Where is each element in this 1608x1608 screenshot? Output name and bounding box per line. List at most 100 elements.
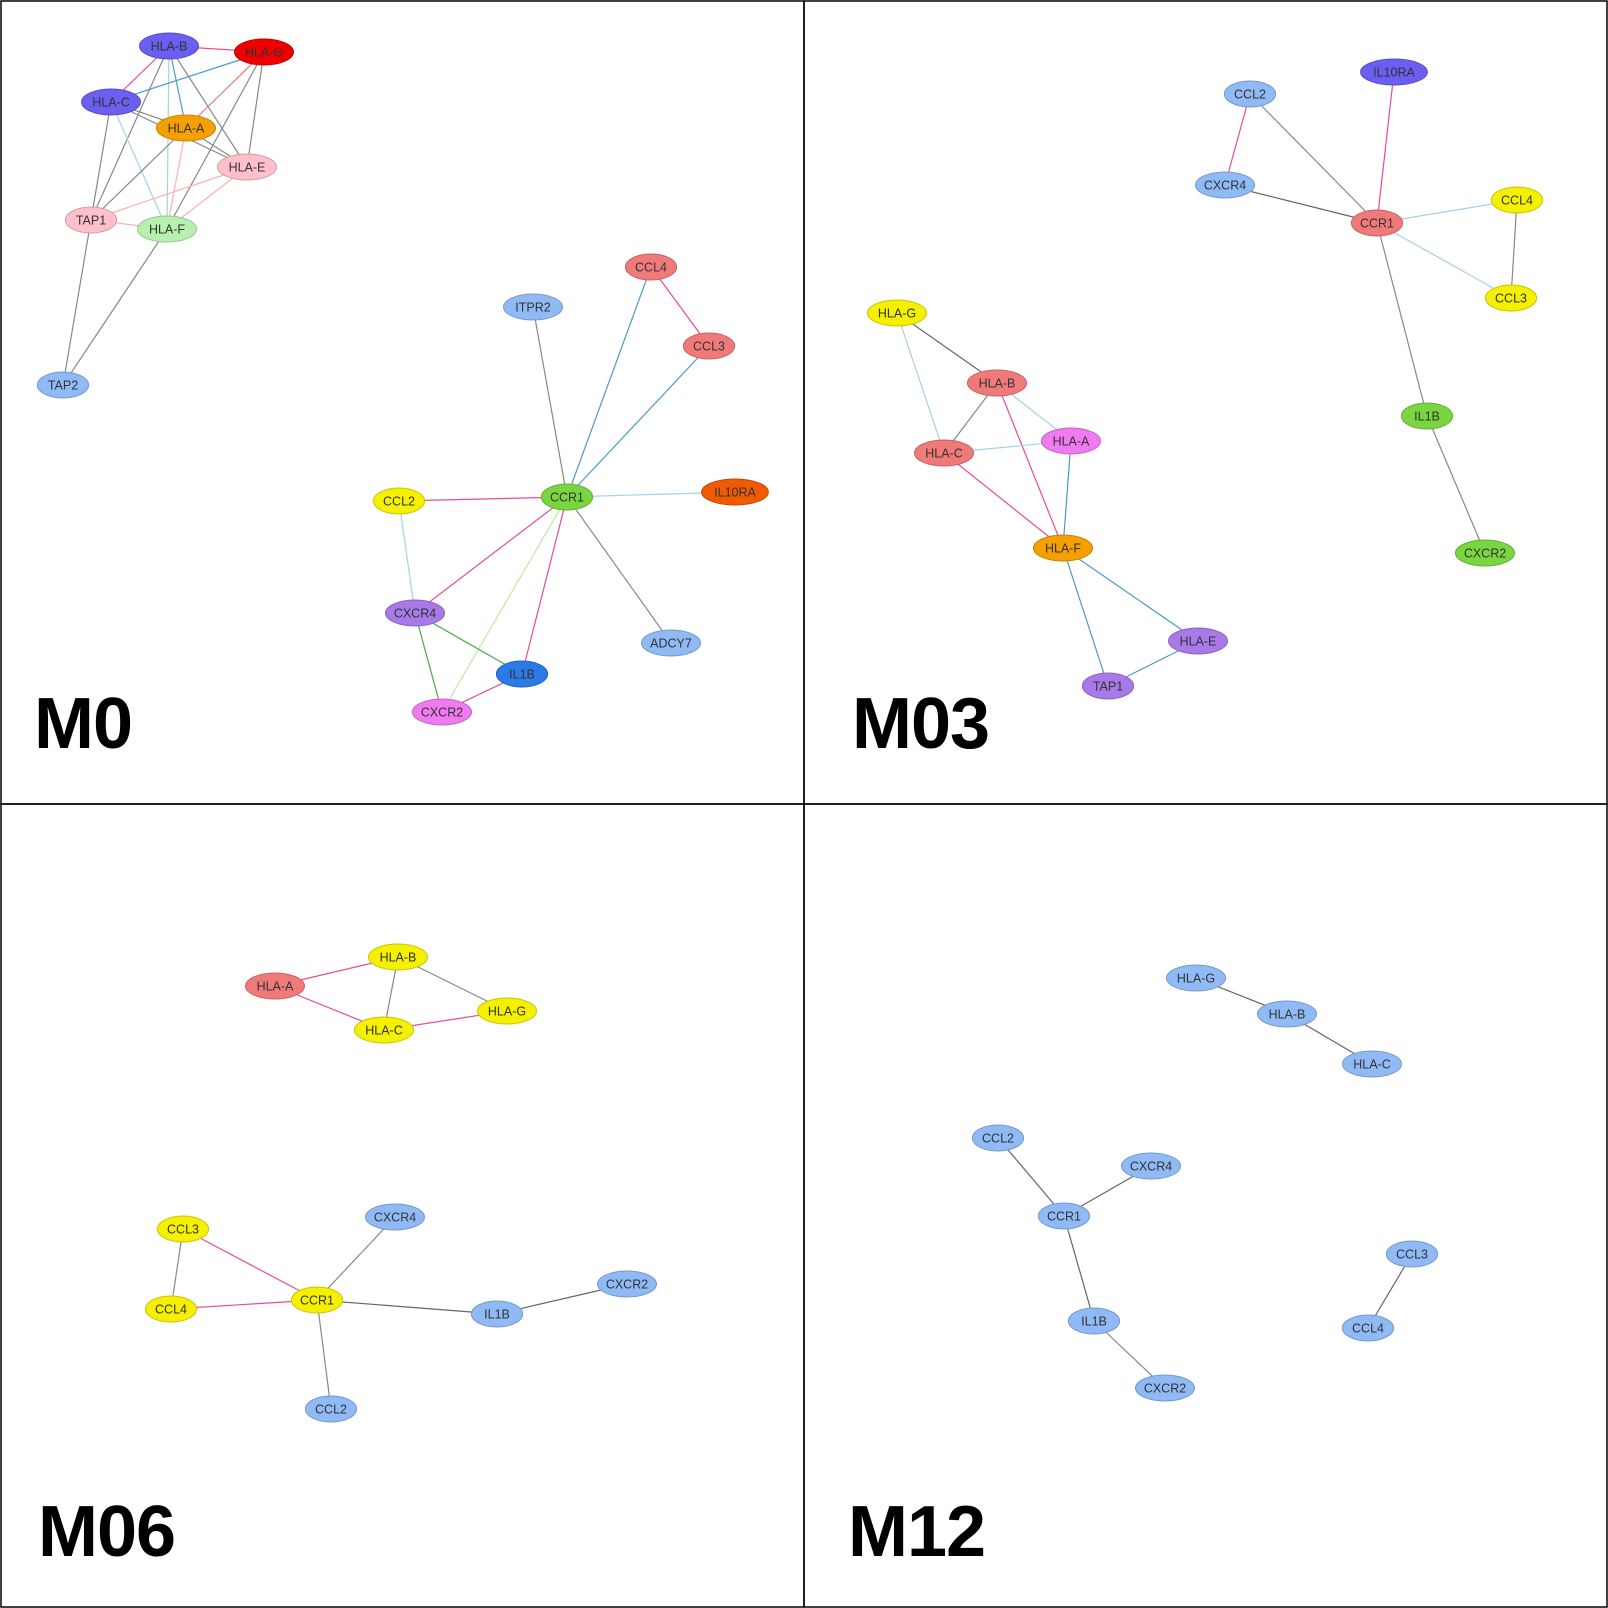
node-hla-g: HLA-G xyxy=(1166,964,1226,992)
edge-ccr1-ccl2 xyxy=(398,496,568,502)
node-hla-c: HLA-C xyxy=(81,88,141,116)
node-hla-c: HLA-C xyxy=(354,1016,414,1044)
node-cxcr2: CXCR2 xyxy=(597,1270,657,1298)
node-label: CCL2 xyxy=(383,495,415,509)
node-label: CCL2 xyxy=(1234,88,1266,102)
node-cxcr4: CXCR4 xyxy=(385,599,445,627)
node-il1b: IL1B xyxy=(470,1300,524,1328)
node-ccl2: CCL2 xyxy=(304,1395,358,1423)
node-hla-b: HLA-B xyxy=(967,369,1027,397)
node-shape xyxy=(217,153,277,181)
node-hla-b: HLA-B xyxy=(368,943,428,971)
node-label: CCR1 xyxy=(300,1294,334,1308)
node-shape xyxy=(1195,171,1255,199)
node-shape xyxy=(156,114,216,142)
node-label: IL1B xyxy=(484,1308,510,1322)
node-shape xyxy=(624,253,678,281)
node-shape xyxy=(245,972,305,1000)
node-hla-f: HLA-F xyxy=(1033,534,1093,562)
node-shape xyxy=(1168,627,1228,655)
node-label: HLA-F xyxy=(1045,542,1081,556)
edge-ccr1-ccl3 xyxy=(566,345,710,498)
node-adcy7: ADCY7 xyxy=(641,629,701,657)
node-label: CXCR2 xyxy=(606,1278,648,1292)
node-label: TAP1 xyxy=(1093,680,1123,694)
edge-ccr1-il1b xyxy=(521,496,568,675)
node-label: HLA-C xyxy=(92,96,130,110)
node-shape xyxy=(156,1215,210,1243)
node-label: TAP1 xyxy=(76,214,106,228)
node-label: CCL4 xyxy=(1501,194,1533,208)
node-hla-c: HLA-C xyxy=(1342,1050,1402,1078)
node-label: CXCR2 xyxy=(1464,547,1506,561)
node-label: HLA-E xyxy=(229,161,266,175)
node-shape xyxy=(372,487,426,515)
node-label: CCL4 xyxy=(1352,1322,1384,1336)
node-label: CCR1 xyxy=(1360,217,1394,231)
node-shape xyxy=(354,1016,414,1044)
node-shape xyxy=(290,1286,344,1314)
edge-hla-b-tap1 xyxy=(90,45,170,221)
edge-hla-c-hla-f xyxy=(943,452,1064,549)
node-shape xyxy=(701,478,769,506)
edge-ccr1-adcy7 xyxy=(566,496,672,644)
node-ccr1: CCR1 xyxy=(290,1286,344,1314)
node-shape xyxy=(597,1270,657,1298)
node-ccr1: CCR1 xyxy=(540,483,594,511)
node-ccl2: CCL2 xyxy=(971,1124,1025,1152)
panel-title: M03 xyxy=(852,684,989,764)
node-cxcr4: CXCR4 xyxy=(1121,1152,1181,1180)
node-shape xyxy=(1041,427,1101,455)
node-layer: HLA-B HLA-G HLA-C HLA-A HLA-E TAP1 HLA-F TAP2 CC… xyxy=(36,32,769,726)
node-shape xyxy=(144,1295,198,1323)
node-hla-g: HLA-G xyxy=(867,299,927,327)
edge-hla-g-hla-b xyxy=(896,312,998,384)
node-shape xyxy=(1350,209,1404,237)
node-il10ra: IL10RA xyxy=(701,478,769,506)
panel-m06: HLA-B HLA-A HLA-G HLA-C CXCR4 CCL3 CXCR2 CCR1 CC… xyxy=(0,803,805,1608)
node-label: IL1B xyxy=(509,668,535,682)
node-label: CCL2 xyxy=(315,1403,347,1417)
node-label: HLA-E xyxy=(1180,635,1217,649)
node-hla-f: HLA-F xyxy=(137,215,197,243)
edge-ccr1-il1b xyxy=(316,1299,498,1315)
edge-hla-f-hla-e xyxy=(1062,547,1199,642)
node-label: CCL4 xyxy=(635,261,667,275)
node-hla-c: HLA-C xyxy=(914,439,974,467)
node-label: IL1B xyxy=(1414,410,1440,424)
node-ccl4: CCL4 xyxy=(1490,186,1544,214)
node-shape xyxy=(914,439,974,467)
edge-hla-a-tap1 xyxy=(90,127,187,221)
edge-ccr1-itpr2 xyxy=(532,306,568,498)
edge-ccr1-il10ra xyxy=(1376,71,1395,224)
node-shape xyxy=(1341,1314,1395,1342)
node-itpr2: ITPR2 xyxy=(503,293,563,321)
node-label: HLA-B xyxy=(979,377,1016,391)
node-ccr1: CCR1 xyxy=(1350,209,1404,237)
node-shape xyxy=(1385,1240,1439,1268)
edge-hla-e-tap1 xyxy=(90,166,248,221)
node-label: CXCR4 xyxy=(394,607,436,621)
node-shape xyxy=(540,483,594,511)
node-hla-a: HLA-A xyxy=(245,972,305,1000)
node-label: HLA-G xyxy=(245,46,283,60)
edge-ccr1-ccl2 xyxy=(1249,93,1378,224)
edge-ccr1-cxcr4 xyxy=(414,496,568,614)
node-tap1: TAP1 xyxy=(64,206,118,234)
node-label: CCL3 xyxy=(693,340,725,354)
node-shape xyxy=(682,332,736,360)
edge-ccr1-il1b xyxy=(1063,1215,1095,1322)
node-label: CCR1 xyxy=(1047,1210,1081,1224)
edge-ccl2-ccr1 xyxy=(997,1137,1065,1217)
node-ccl3: CCL3 xyxy=(1385,1240,1439,1268)
panel-title: M0 xyxy=(34,684,132,764)
node-label: ITPR2 xyxy=(515,301,550,315)
edge-hla-b-hla-a xyxy=(168,45,187,129)
edge-ccl4-ccl3 xyxy=(1510,199,1518,299)
node-ccr1: CCR1 xyxy=(1037,1202,1091,1230)
node-tap1: TAP1 xyxy=(1081,672,1135,700)
panel-m0: HLA-B HLA-G HLA-C HLA-A HLA-E TAP1 HLA-F TAP2 CC… xyxy=(0,0,805,805)
edge-tap1-tap2 xyxy=(62,219,92,386)
node-shape xyxy=(1490,186,1544,214)
node-layer: HLA-B HLA-A HLA-G HLA-C CXCR4 CCL3 CXCR2 CCR1 CC… xyxy=(144,943,657,1423)
